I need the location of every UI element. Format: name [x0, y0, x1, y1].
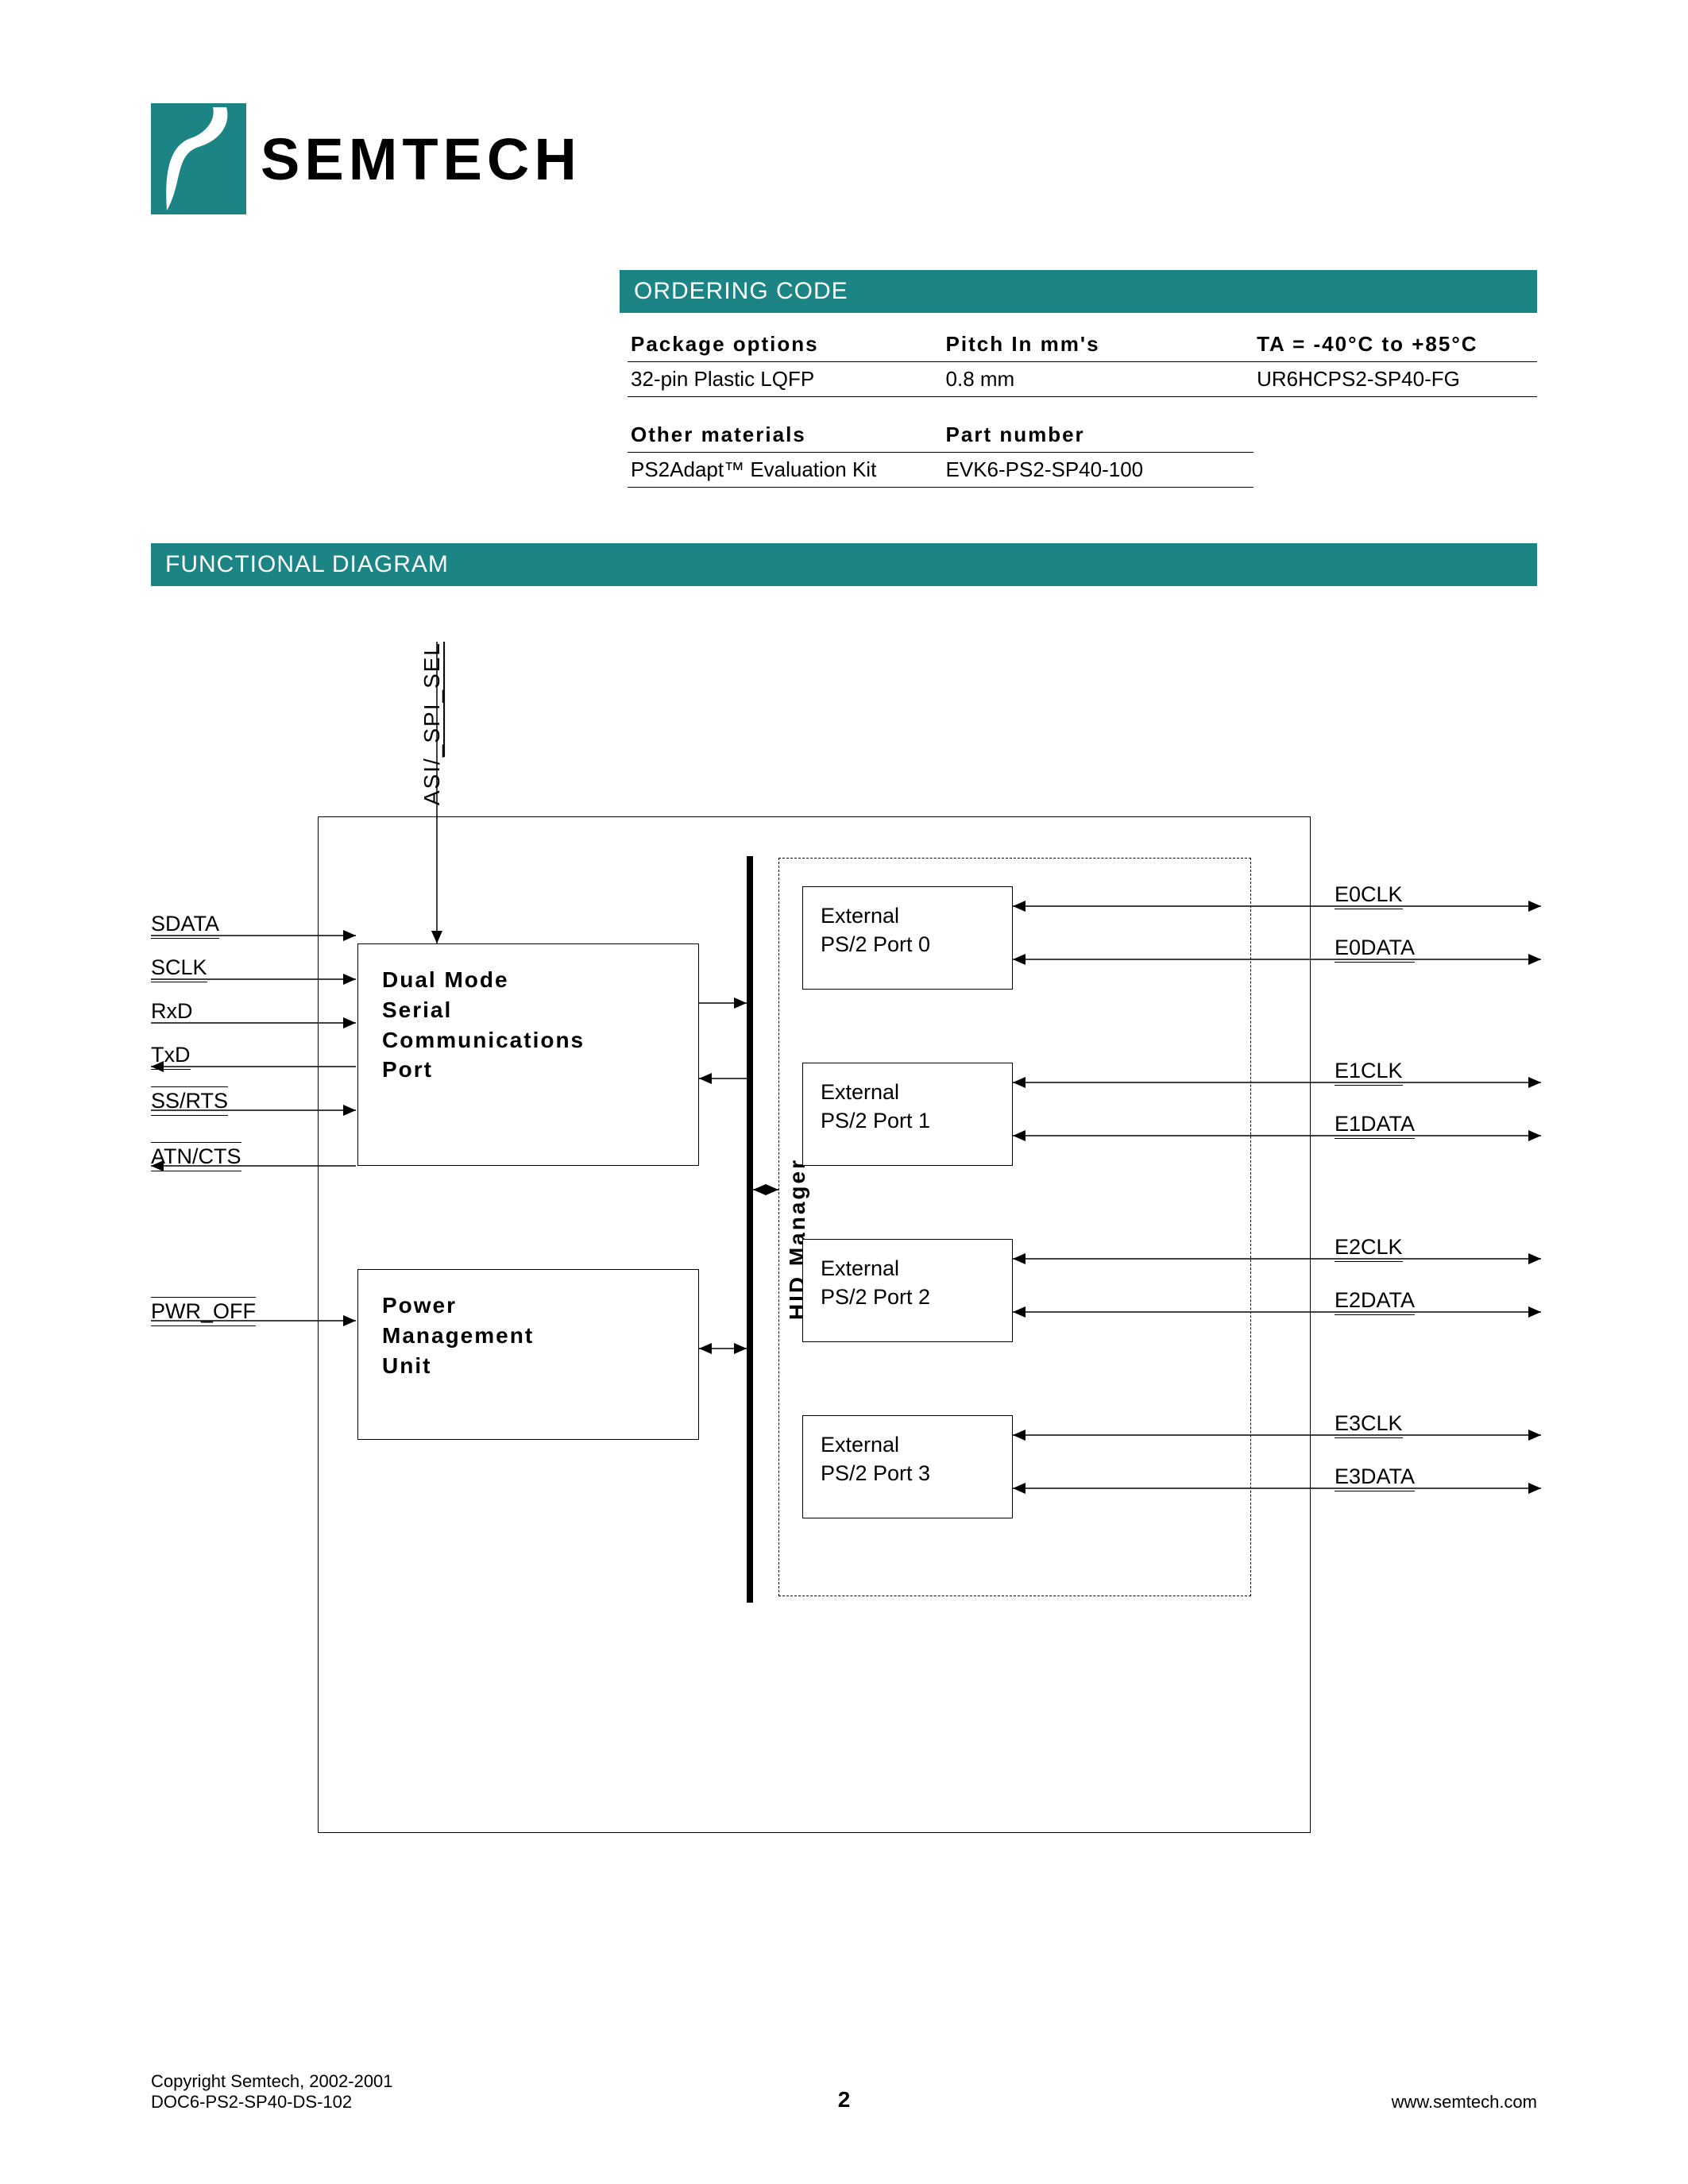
pin-pwr-off: PWR_OFF	[151, 1297, 256, 1326]
ordering-cell: PS2Adapt™ Evaluation Kit	[628, 453, 943, 488]
pin-e1clk: E1CLK	[1335, 1059, 1403, 1086]
ordering-header: TA = -40°C to +85°C	[1253, 327, 1537, 362]
pin-ss-rts: SS/RTS	[151, 1086, 228, 1116]
pin-e3data: E3DATA	[1335, 1464, 1415, 1491]
ps2-port-box-1: ExternalPS/2 Port 1	[802, 1063, 1013, 1166]
pin-sclk: SCLK	[151, 955, 207, 982]
logo-text: SEMTECH	[261, 125, 581, 193]
ordering-cell: 32-pin Plastic LQFP	[628, 362, 943, 397]
ordering-header: Package options	[628, 327, 943, 362]
page-number: 2	[838, 2087, 851, 2113]
doc-id: DOC6-PS2-SP40-DS-102	[151, 2092, 393, 2113]
pin-txd: TxD	[151, 1043, 191, 1070]
pin-e2data: E2DATA	[1335, 1288, 1415, 1315]
copyright: Copyright Semtech, 2002-2001	[151, 2071, 393, 2092]
semtech-logo-icon	[151, 103, 246, 214]
ordering-header: Other materials	[628, 418, 943, 453]
pin-e0clk: E0CLK	[1335, 882, 1403, 909]
ps2-port-box-2: ExternalPS/2 Port 2	[802, 1239, 1013, 1342]
logo: SEMTECH	[151, 103, 1537, 214]
pin-e1data: E1DATA	[1335, 1112, 1415, 1139]
ordering-code-header: ORDERING CODE	[620, 270, 1537, 313]
functional-diagram: ASI/_SPI_SEL Dual ModeSerialCommunicatio…	[151, 634, 1541, 1881]
dual-mode-serial-box: Dual ModeSerialCommunicationsPort	[357, 943, 699, 1166]
ordering-header: Part number	[943, 418, 1254, 453]
pin-sdata: SDATA	[151, 912, 219, 939]
ordering-header: Pitch In mm's	[943, 327, 1254, 362]
ordering-cell: 0.8 mm	[943, 362, 1254, 397]
footer-url: www.semtech.com	[1392, 2092, 1537, 2113]
ps2-port-box-3: ExternalPS/2 Port 3	[802, 1415, 1013, 1518]
pin-e2clk: E2CLK	[1335, 1235, 1403, 1262]
power-management-unit-box: PowerManagementUnit	[357, 1269, 699, 1440]
pin-atn-cts: ATN/CTS	[151, 1142, 241, 1171]
pin-rxd: RxD	[151, 999, 193, 1024]
asi-spi-sel-label: ASI/_SPI_SEL	[419, 642, 445, 805]
footer: Copyright Semtech, 2002-2001 DOC6-PS2-SP…	[151, 2071, 1537, 2113]
bus-bar	[747, 856, 753, 1603]
ps2-port-box-0: ExternalPS/2 Port 0	[802, 886, 1013, 990]
functional-diagram-header: FUNCTIONAL DIAGRAM	[151, 543, 1537, 586]
pin-e0data: E0DATA	[1335, 936, 1415, 963]
footer-left: Copyright Semtech, 2002-2001 DOC6-PS2-SP…	[151, 2071, 393, 2113]
ordering-cell: EVK6-PS2-SP40-100	[943, 453, 1254, 488]
ordering-table: Package options Pitch In mm's TA = -40°C…	[628, 327, 1537, 488]
pin-e3clk: E3CLK	[1335, 1411, 1403, 1438]
ordering-cell: UR6HCPS2-SP40-FG	[1253, 362, 1537, 397]
